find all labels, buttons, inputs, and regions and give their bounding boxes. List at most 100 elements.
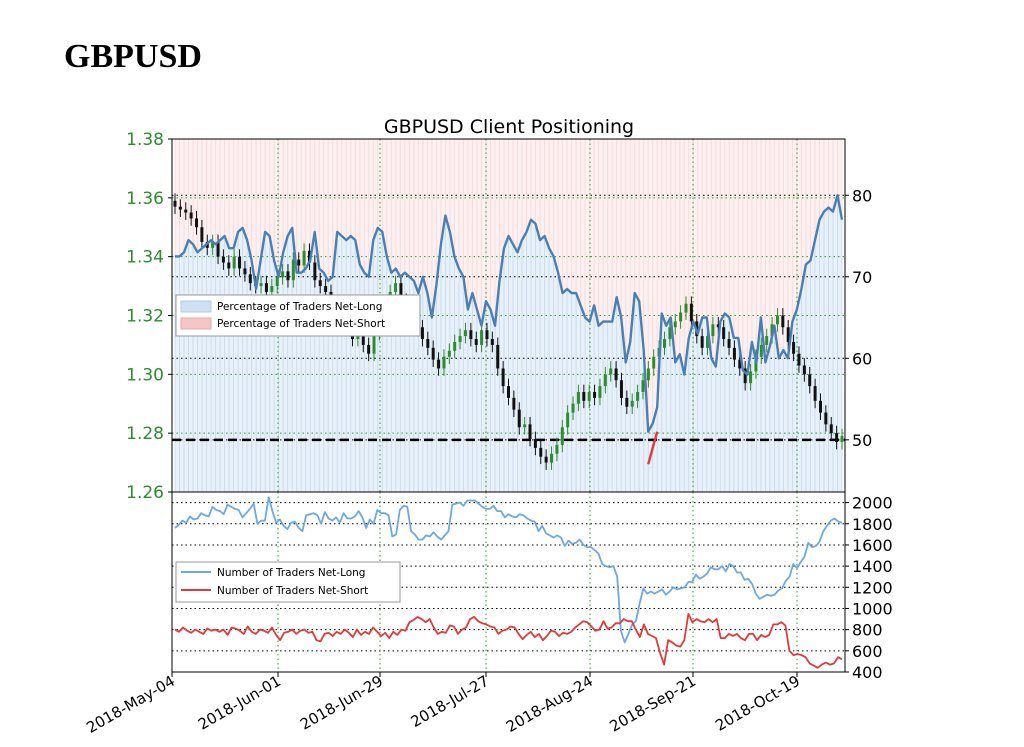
candle-body (238, 256, 242, 269)
top-legend: Percentage of Traders Net-Long Percentage… (175, 294, 421, 337)
candle-body (291, 259, 295, 281)
candle-body (711, 324, 715, 337)
candle-body (307, 250, 311, 263)
candle-body (619, 380, 623, 398)
candle-body (318, 280, 322, 287)
candle-body (302, 250, 306, 266)
y-count-tick-label: 1800 (852, 515, 893, 534)
y-right-tick-label: 80 (852, 186, 872, 205)
x-tick-label: 2018-Jul-27 (408, 672, 492, 731)
candle-body (399, 283, 403, 301)
candle-body (178, 206, 182, 210)
candle-body (706, 336, 710, 348)
y-right-tick-label: 70 (852, 268, 872, 287)
y-count-tick-label: 1000 (852, 599, 893, 618)
candle-body (173, 200, 177, 207)
candle-body (297, 259, 301, 266)
candle-body (248, 274, 252, 284)
candle-body (453, 341, 457, 351)
candle-body (700, 336, 704, 348)
x-axis: 2018-May-04 2018-Jun-01 2018-Jun-29 2018-Ju… (83, 672, 803, 737)
candle-body (528, 424, 532, 440)
y-left-tick-label: 1.28 (126, 424, 164, 444)
candle-body (582, 391, 586, 401)
candle-body (662, 339, 666, 348)
candle-body (555, 444, 559, 454)
candle-body (420, 327, 424, 340)
candle-body (426, 339, 430, 348)
candle-body (673, 321, 677, 328)
candle-body (480, 330, 484, 345)
candle-body (668, 327, 672, 340)
pct-net-short-line (647, 431, 659, 465)
legend-label-net-long: Percentage of Traders Net-Long (217, 301, 382, 313)
candle-body (609, 368, 613, 375)
candle-body (539, 447, 543, 457)
y-left-tick-label: 1.38 (126, 130, 164, 150)
candle-body (824, 412, 828, 425)
candle-body (743, 368, 747, 384)
candle-body (560, 427, 564, 445)
y-count-tick-label: 400 (852, 663, 883, 682)
y-left-tick-label: 1.32 (126, 307, 164, 327)
candle-body (517, 409, 521, 428)
candle-body (544, 456, 548, 463)
candle-body (437, 359, 441, 369)
y-right-tick-label: 60 (852, 349, 872, 368)
candle-body (652, 356, 656, 369)
traders-net-long-line (174, 496, 843, 644)
x-tick-label: 2018-Jun-29 (297, 672, 386, 734)
candle-body (727, 339, 731, 348)
candle-body (593, 391, 597, 398)
candle-body (394, 283, 398, 292)
candle-body (781, 315, 785, 328)
candle-body (732, 347, 736, 360)
candle-body (684, 303, 688, 313)
legend-label-traders-net-short: Number of Traders Net-Short (217, 585, 368, 597)
candle-body (463, 330, 467, 337)
candle-body (792, 341, 796, 354)
x-tick-label: 2018-Aug-24 (503, 672, 596, 736)
candle-body (184, 209, 188, 213)
candle-body (716, 324, 720, 328)
candle-body (458, 336, 462, 342)
legend-label-traders-net-long: Number of Traders Net-Long (217, 567, 365, 579)
y-count-tick-label: 2000 (852, 494, 893, 513)
candle-body (485, 330, 489, 340)
pct-net-long-line (175, 194, 844, 433)
candle-body (512, 397, 516, 410)
candle-body (813, 386, 817, 401)
plot-frame-bottom (171, 491, 846, 673)
y-left-tick-label: 1.36 (126, 189, 164, 209)
candle-body (275, 277, 279, 287)
y-left-tick-label: 1.34 (126, 248, 164, 268)
candle-body (243, 268, 247, 275)
candle-body (679, 312, 683, 322)
traders-net-short-line (174, 612, 843, 669)
candle-body (216, 241, 220, 257)
y-count-tick-label: 1200 (852, 578, 893, 597)
candle-body (765, 336, 769, 345)
candle-body (835, 433, 839, 442)
candle-body (630, 400, 634, 407)
candle-body (636, 391, 640, 401)
candle-body (818, 400, 822, 413)
legend-box-bottom (175, 561, 401, 603)
candle-body (775, 315, 779, 325)
legend-swatch-net-short (180, 317, 212, 330)
candle-body (264, 283, 268, 292)
candle-body (754, 356, 758, 372)
candle-body (507, 386, 510, 398)
candle-body (313, 262, 317, 281)
candle-body (281, 271, 285, 278)
candle-body (808, 374, 812, 387)
candle-body (490, 339, 494, 345)
candle-body (496, 344, 500, 369)
candle-body (367, 344, 371, 354)
chart-title: GBPUSD Client Positioning (384, 116, 634, 138)
candle-body (840, 436, 844, 442)
y-count-tick-label: 1600 (852, 536, 893, 555)
candle-body (576, 391, 580, 404)
y-count-tick-label: 600 (852, 642, 883, 661)
